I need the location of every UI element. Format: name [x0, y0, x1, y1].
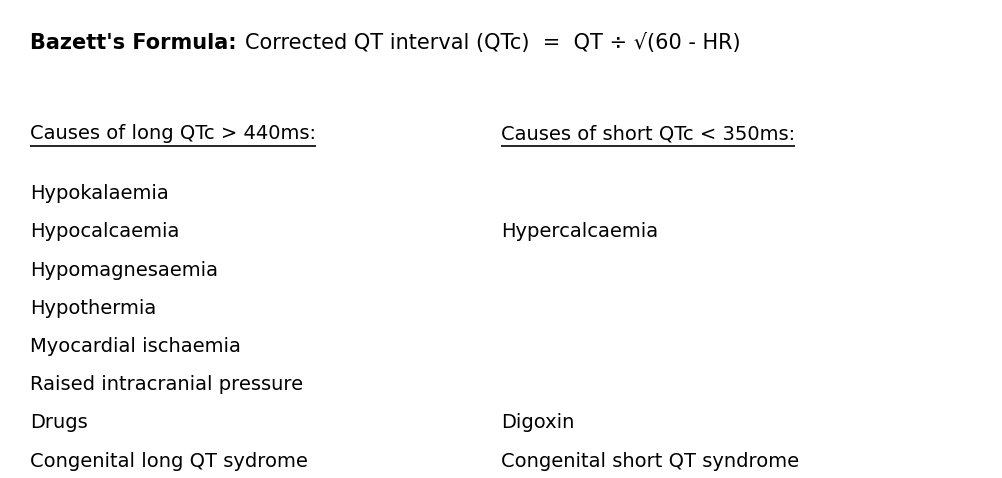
Text: Hypocalcaemia: Hypocalcaemia — [30, 222, 179, 241]
Text: Hypokalaemia: Hypokalaemia — [30, 184, 168, 203]
Text: Congenital long QT sydrome: Congenital long QT sydrome — [30, 452, 308, 471]
Text: Bazett's Formula:: Bazett's Formula: — [30, 33, 236, 54]
Text: Causes of short QTc < 350ms:: Causes of short QTc < 350ms: — [501, 124, 796, 143]
Text: Hypomagnesaemia: Hypomagnesaemia — [30, 261, 218, 280]
Text: Raised intracranial pressure: Raised intracranial pressure — [30, 375, 304, 394]
Text: Drugs: Drugs — [30, 413, 88, 433]
Text: Hypercalcaemia: Hypercalcaemia — [501, 222, 658, 241]
Text: Congenital short QT syndrome: Congenital short QT syndrome — [501, 452, 800, 471]
Text: Causes of long QTc > 440ms:: Causes of long QTc > 440ms: — [30, 124, 316, 143]
Text: Myocardial ischaemia: Myocardial ischaemia — [30, 337, 240, 356]
Text: Corrected QT interval (QTc)  =  QT ÷ √(60 - HR): Corrected QT interval (QTc) = QT ÷ √(60 … — [245, 33, 741, 54]
Text: Hypothermia: Hypothermia — [30, 299, 156, 318]
Text: Digoxin: Digoxin — [501, 413, 574, 433]
